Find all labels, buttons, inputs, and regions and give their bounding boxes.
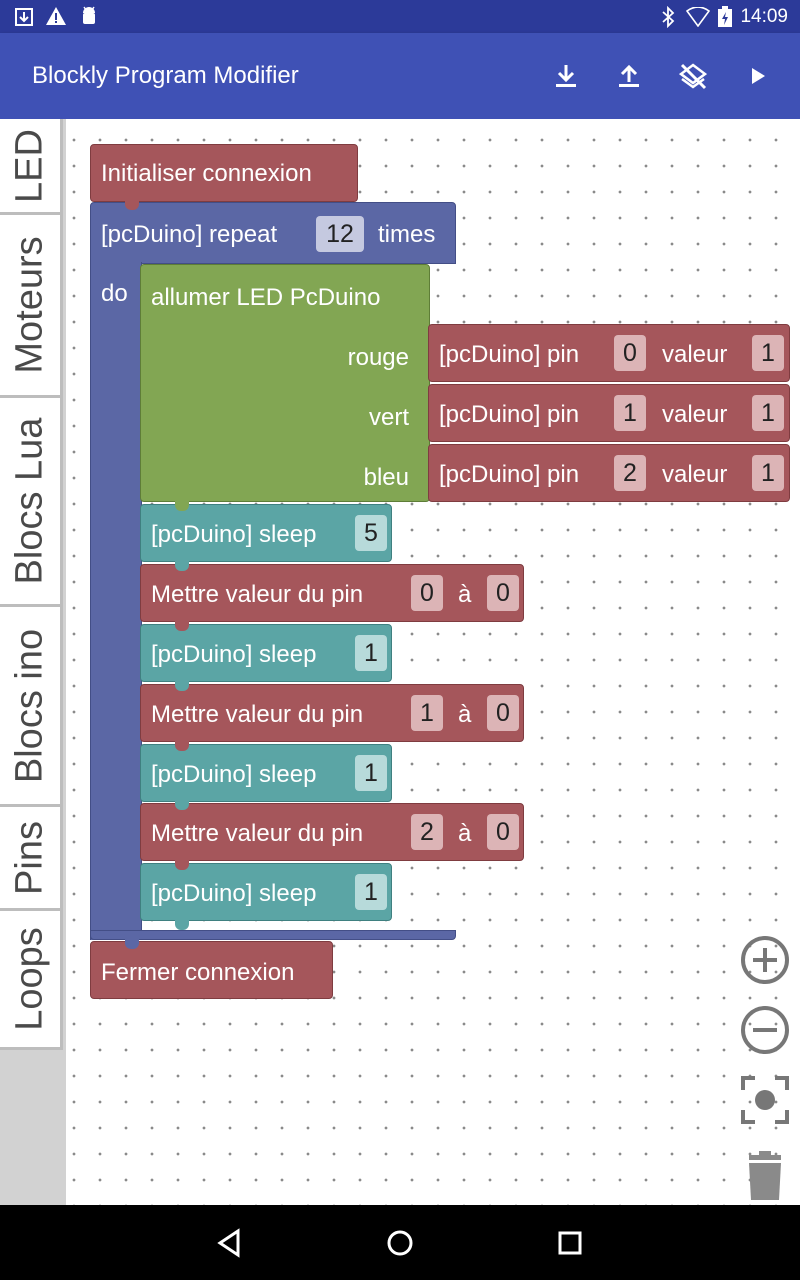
android-debug-icon <box>83 6 95 24</box>
download-icon[interactable] <box>548 58 584 94</box>
block-notch <box>175 800 189 810</box>
sleep-value-field[interactable]: 1 <box>355 874 387 910</box>
value-field[interactable]: 0 <box>487 695 519 731</box>
value-field[interactable]: 1 <box>752 395 784 431</box>
app-bar: Blockly Program Modifier <box>0 33 800 119</box>
block-notch <box>175 741 189 751</box>
status-bar: 14:09 <box>0 0 800 33</box>
zoom-in-icon[interactable] <box>739 934 791 986</box>
pin-field[interactable]: 0 <box>614 335 646 371</box>
tab-blocs-lua[interactable]: Blocs Lua <box>0 398 63 607</box>
repeat-block-footer <box>90 930 456 940</box>
clock: 14:09 <box>740 6 788 27</box>
layers-clear-icon[interactable] <box>675 58 711 94</box>
block-notch <box>125 200 139 210</box>
category-tabs: LED Moteurs Blocs Lua Blocs ino Pins Loo… <box>0 119 66 1205</box>
repeat-block-spine: do <box>90 262 142 940</box>
block-notch <box>175 681 189 691</box>
navigation-bar <box>0 1205 800 1280</box>
block-notch <box>175 621 189 631</box>
recenter-icon[interactable] <box>739 1074 791 1126</box>
upload-icon[interactable] <box>611 58 647 94</box>
download-notification-icon <box>15 8 33 26</box>
pin-value-block-vert[interactable]: [pcDuino] pin 1 valeur 1 <box>428 384 790 442</box>
trash-icon[interactable] <box>739 1150 791 1202</box>
sleep-value-field[interactable]: 1 <box>355 755 387 791</box>
warning-icon <box>46 7 66 25</box>
set-pin-block[interactable]: Mettre valeur du pin 0 à 0 <box>140 564 524 622</box>
tab-blocs-ino[interactable]: Blocs ino <box>0 607 63 807</box>
app-title: Blockly Program Modifier <box>32 62 299 89</box>
wifi-icon <box>686 7 710 27</box>
pin-field[interactable]: 0 <box>411 575 443 611</box>
value-field[interactable]: 0 <box>487 575 519 611</box>
tab-pins[interactable]: Pins <box>0 807 63 911</box>
pin-field[interactable]: 2 <box>411 814 443 850</box>
repeat-count-field[interactable]: 12 <box>316 216 364 252</box>
tab-loops[interactable]: Loops <box>0 911 63 1050</box>
pin-field[interactable]: 2 <box>614 455 646 491</box>
sleep-value-field[interactable]: 5 <box>355 515 387 551</box>
sleep-block[interactable]: [pcDuino] sleep 1 <box>140 744 392 802</box>
set-pin-block[interactable]: Mettre valeur du pin 1 à 0 <box>140 684 524 742</box>
close-connection-block[interactable]: Fermer connexion <box>90 941 333 999</box>
play-icon[interactable] <box>740 58 776 94</box>
set-pin-block[interactable]: Mettre valeur du pin 2 à 0 <box>140 803 524 861</box>
value-field[interactable]: 1 <box>752 455 784 491</box>
block-notch <box>125 939 139 949</box>
value-field[interactable]: 1 <box>752 335 784 371</box>
pin-field[interactable]: 1 <box>614 395 646 431</box>
sleep-value-field[interactable]: 1 <box>355 635 387 671</box>
value-field[interactable]: 0 <box>487 814 519 850</box>
block-notch <box>175 501 189 511</box>
zoom-out-icon[interactable] <box>739 1004 791 1056</box>
block-notch <box>175 561 189 571</box>
pin-field[interactable]: 1 <box>411 695 443 731</box>
sleep-block[interactable]: [pcDuino] sleep 1 <box>140 863 392 921</box>
block-notch <box>175 920 189 930</box>
home-icon[interactable] <box>382 1225 418 1261</box>
repeat-block[interactable]: [pcDuino] repeat 12 times <box>90 202 456 264</box>
battery-icon <box>718 6 732 27</box>
back-icon[interactable] <box>212 1225 248 1261</box>
tab-moteurs[interactable]: Moteurs <box>0 215 63 398</box>
recents-icon[interactable] <box>552 1225 588 1261</box>
tab-led[interactable]: LED <box>0 119 63 215</box>
block-notch <box>175 860 189 870</box>
pin-value-block-rouge[interactable]: [pcDuino] pin 0 valeur 1 <box>428 324 790 382</box>
bluetooth-icon <box>662 6 675 28</box>
led-block[interactable]: allumer LED PcDuino rouge vert bleu <box>140 264 430 502</box>
init-connection-block[interactable]: Initialiser connexion <box>90 144 358 202</box>
pin-value-block-bleu[interactable]: [pcDuino] pin 2 valeur 1 <box>428 444 790 502</box>
sleep-block[interactable]: [pcDuino] sleep 5 <box>140 504 392 562</box>
sleep-block[interactable]: [pcDuino] sleep 1 <box>140 624 392 682</box>
